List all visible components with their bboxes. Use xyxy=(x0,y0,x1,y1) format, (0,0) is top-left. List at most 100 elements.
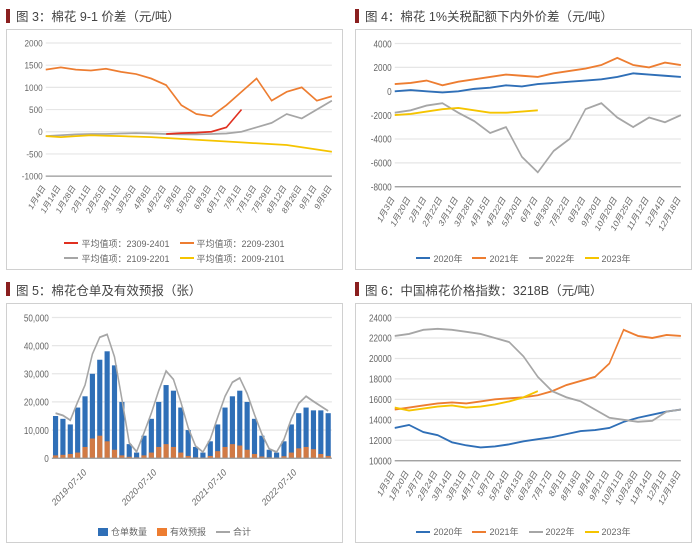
legend-item: 有效预报 xyxy=(157,525,206,538)
legend-swatch xyxy=(180,242,194,244)
legend-swatch xyxy=(585,531,599,533)
legend-swatch xyxy=(64,257,78,259)
legend-item: 2023年 xyxy=(585,525,631,538)
legend-swatch xyxy=(529,257,543,259)
svg-text:0: 0 xyxy=(44,453,49,464)
svg-text:2000: 2000 xyxy=(25,38,43,49)
legend-swatch xyxy=(98,528,108,536)
svg-text:-1000: -1000 xyxy=(22,171,43,182)
svg-text:1500: 1500 xyxy=(25,60,43,71)
svg-text:40,000: 40,000 xyxy=(24,340,49,351)
chart4-box: -8000-6000-4000-20000200040001月3日1月20日2月… xyxy=(355,29,692,270)
title-row: 图 6：中国棉花价格指数：3218B（元/吨） xyxy=(355,280,692,299)
svg-text:50,000: 50,000 xyxy=(24,312,49,323)
legend-item: 2022年 xyxy=(529,525,575,538)
legend-item: 2023年 xyxy=(585,252,631,265)
legend-swatch xyxy=(472,257,486,259)
legend-item: 平均值项：2009-2101 xyxy=(180,252,285,265)
title-accent-bar xyxy=(355,9,359,23)
svg-text:2022-07-10: 2022-07-10 xyxy=(260,466,298,507)
legend-item: 平均值项：2209-2301 xyxy=(180,237,285,250)
chart-grid: 图 3：棉花 9-1 价差（元/吨） -1000 -500 0 500 1000 1500… xyxy=(6,6,692,543)
legend-swatch xyxy=(416,257,430,259)
chart4-legend: 2020年 2021年 2022年 2023年 xyxy=(360,250,687,265)
legend-label: 2021年 xyxy=(489,525,518,538)
panel-chart3: 图 3：棉花 9-1 价差（元/吨） -1000 -500 0 500 1000 1500… xyxy=(6,6,343,270)
svg-text:22000: 22000 xyxy=(369,332,392,343)
legend-label: 有效预报 xyxy=(170,525,206,538)
legend-label: 2021年 xyxy=(489,252,518,265)
legend-label: 仓单数量 xyxy=(111,525,147,538)
svg-text:10000: 10000 xyxy=(369,455,392,466)
chart6-title: 图 6：中国棉花价格指数：3218B（元/吨） xyxy=(365,280,603,299)
svg-text:500: 500 xyxy=(29,105,43,116)
legend-item: 仓单数量 xyxy=(98,525,147,538)
legend-item: 2022年 xyxy=(529,252,575,265)
chart6-plot: 10000 12000 14000 16000 18000 20000 22000 24000… xyxy=(360,310,687,524)
legend-label: 合计 xyxy=(233,525,251,538)
panel-chart6: 图 6：中国棉花价格指数：3218B（元/吨） 1000012000140001… xyxy=(355,280,692,544)
title-accent-bar xyxy=(355,282,359,296)
chart3-box: -1000-50005001000150020001月4日1月14日1月28日2… xyxy=(6,29,343,270)
legend-item: 2020年 xyxy=(416,525,462,538)
svg-text:30,000: 30,000 xyxy=(24,368,49,379)
svg-text:-6000: -6000 xyxy=(371,158,392,169)
panel-chart4: 图 4：棉花 1%关税配额下内外价差（元/吨） -8000 -6000 -4000 -… xyxy=(355,6,692,270)
legend-label: 2020年 xyxy=(433,252,462,265)
legend-label: 平均值项：2109-2201 xyxy=(81,252,169,265)
title-row: 图 4：棉花 1%关税配额下内外价差（元/吨） xyxy=(355,6,692,25)
svg-text:18000: 18000 xyxy=(369,373,392,384)
title-row: 图 3：棉花 9-1 价差（元/吨） xyxy=(6,6,343,25)
legend-swatch xyxy=(416,531,430,533)
svg-text:10,000: 10,000 xyxy=(24,425,49,436)
svg-text:24000: 24000 xyxy=(369,312,392,323)
chart6-legend: 2020年 2021年 2022年 2023年 xyxy=(360,523,687,538)
chart3-plot: -1000-50005001000150020001月4日1月14日1月28日2… xyxy=(11,36,338,235)
legend-swatch xyxy=(180,257,194,259)
legend-label: 2023年 xyxy=(602,252,631,265)
legend-item: 2021年 xyxy=(472,252,518,265)
svg-text:-4000: -4000 xyxy=(371,134,392,145)
legend-label: 平均值项：2209-2301 xyxy=(197,237,285,250)
chart5-box: 0 10,000 20,000 30,000 40,000 50,000 2019-07-1… xyxy=(6,303,343,544)
chart5-title: 图 5：棉花仓单及有效预报（张） xyxy=(16,280,201,299)
svg-text:4000: 4000 xyxy=(374,39,392,50)
legend-label: 平均值项：2009-2101 xyxy=(197,252,285,265)
legend-label: 平均值项：2309-2401 xyxy=(81,237,169,250)
svg-text:-500: -500 xyxy=(26,149,42,160)
legend-item: 合计 xyxy=(216,525,251,538)
svg-text:2000: 2000 xyxy=(374,62,392,73)
chart4-title: 图 4：棉花 1%关税配额下内外价差（元/吨） xyxy=(365,6,613,25)
legend-label: 2022年 xyxy=(546,252,575,265)
chart5-legend: 仓单数量 有效预报 合计 xyxy=(11,523,338,538)
svg-text:20,000: 20,000 xyxy=(24,396,49,407)
svg-text:14000: 14000 xyxy=(369,414,392,425)
svg-text:12000: 12000 xyxy=(369,435,392,446)
svg-text:0: 0 xyxy=(38,127,43,138)
chart3-legend: 平均值项：2309-2401 平均值项：2209-2301 平均值项：2109-22… xyxy=(11,235,338,265)
title-row: 图 5：棉花仓单及有效预报（张） xyxy=(6,280,343,299)
legend-swatch xyxy=(157,528,167,536)
svg-text:-8000: -8000 xyxy=(371,182,392,193)
svg-text:16000: 16000 xyxy=(369,394,392,405)
legend-item: 平均值项：2309-2401 xyxy=(64,237,169,250)
legend-label: 2022年 xyxy=(546,525,575,538)
svg-text:2020-07-10: 2020-07-10 xyxy=(120,466,158,507)
legend-item: 平均值项：2109-2201 xyxy=(64,252,169,265)
legend-item: 2021年 xyxy=(472,525,518,538)
legend-item: 2020年 xyxy=(416,252,462,265)
chart5-plot: 0 10,000 20,000 30,000 40,000 50,000 2019-07-1… xyxy=(11,310,338,524)
title-accent-bar xyxy=(6,9,10,23)
legend-label: 2020年 xyxy=(433,525,462,538)
legend-swatch xyxy=(585,257,599,259)
svg-text:2021-07-10: 2021-07-10 xyxy=(190,466,228,507)
panel-chart5: 图 5：棉花仓单及有效预报（张） 0 10,000 20,000 30,000 40,0… xyxy=(6,280,343,544)
legend-swatch xyxy=(529,531,543,533)
svg-text:20000: 20000 xyxy=(369,353,392,364)
legend-swatch xyxy=(64,242,78,244)
svg-text:-2000: -2000 xyxy=(371,110,392,121)
legend-swatch xyxy=(216,531,230,533)
svg-text:2019-07-10: 2019-07-10 xyxy=(50,466,88,507)
legend-swatch xyxy=(472,531,486,533)
svg-text:1000: 1000 xyxy=(25,82,43,93)
